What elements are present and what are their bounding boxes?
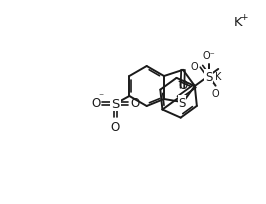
Text: S: S [178,96,186,109]
Text: O: O [130,97,140,110]
Text: K: K [234,16,242,28]
Text: O⁻: O⁻ [202,51,215,61]
Text: ⁻: ⁻ [99,92,104,102]
Text: +: + [240,12,248,21]
Text: O: O [179,79,188,92]
Text: O: O [91,97,100,110]
Text: S: S [205,70,212,83]
Text: O: O [191,62,198,72]
Text: O: O [111,120,120,133]
Text: S: S [111,98,119,111]
Text: K: K [215,72,221,82]
Text: O: O [212,88,219,98]
